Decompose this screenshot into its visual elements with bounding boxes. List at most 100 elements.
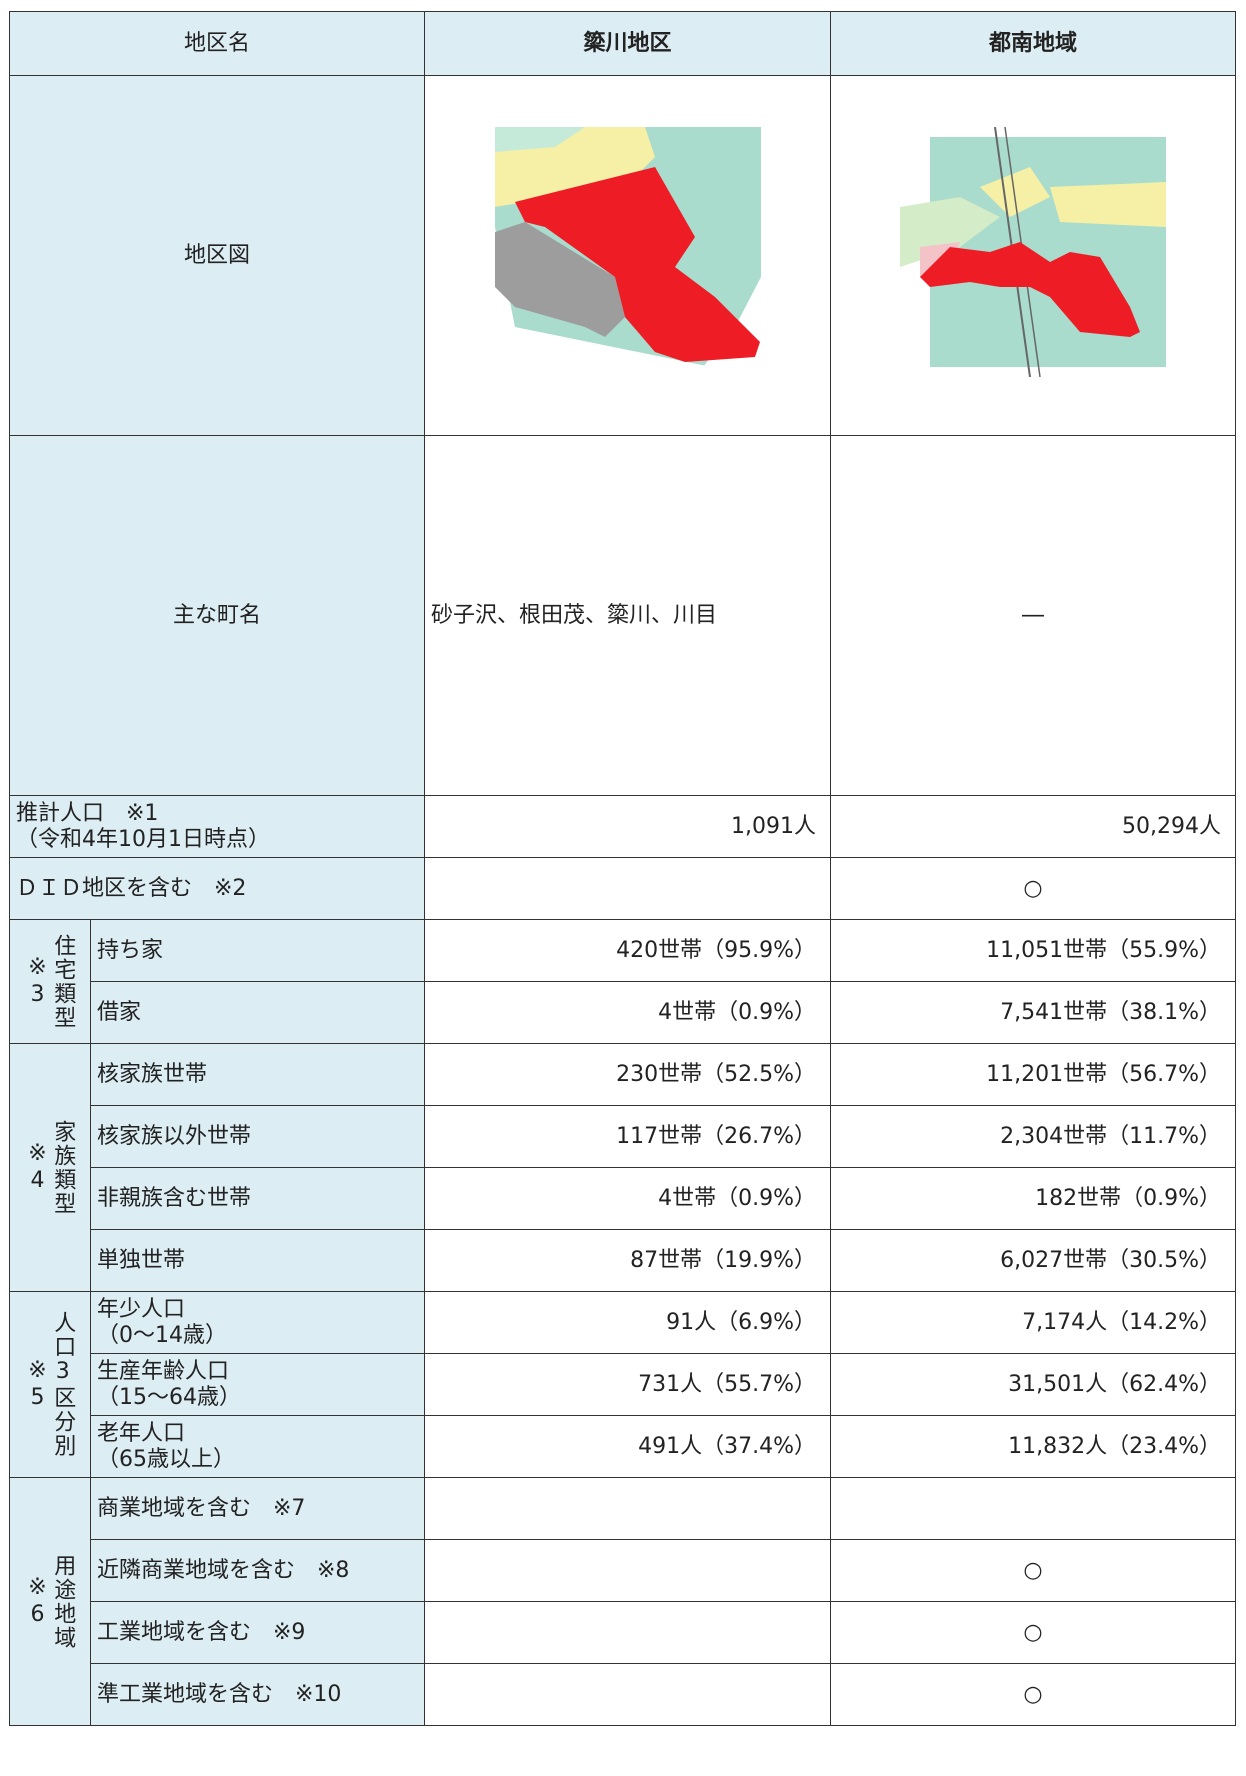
value-cell: 7,174人（14.2%） <box>830 1291 1237 1354</box>
value-cell: 6,027世帯（30.5%） <box>830 1229 1237 1292</box>
header-cell: 簗川地区 <box>424 11 832 76</box>
group-label: ※3住宅類型 <box>9 919 91 1044</box>
row-label: 商業地域を含む ※7 <box>89 1477 426 1540</box>
value-cell: 2,304世帯（11.7%） <box>830 1105 1237 1168</box>
data-row: 準工業地域を含む ※10 ○ <box>10 1663 1237 1726</box>
value-cell <box>830 1477 1237 1540</box>
group-label: ※4家族類型 <box>9 1043 91 1292</box>
row-label: 借家 <box>89 981 426 1044</box>
value-cell: 182世帯（0.9%） <box>830 1167 1237 1230</box>
value-cell: 420世帯（95.9%） <box>424 919 832 982</box>
group-name: 用途地域 <box>50 1553 76 1650</box>
map-cell <box>830 75 1237 436</box>
town-cell: ― <box>830 435 1237 796</box>
value-cell: ○ <box>830 1601 1237 1664</box>
data-row: 単独世帯 87世帯（19.9%） 6,027世帯（30.5%） <box>10 1229 1237 1292</box>
data-row: 非親族含む世帯 4世帯（0.9%） 182世帯（0.9%） <box>10 1167 1237 1230</box>
label-line: 核家族世帯 <box>97 1061 208 1087</box>
data-row: ＤＩＤ地区を含む ※2 ○ <box>8 857 1237 920</box>
label-line: 借家 <box>97 999 142 1025</box>
data-row: ※6用途地域 商業地域を含む ※7 <box>9 1477 1237 1726</box>
row-label: 地区図 <box>8 75 426 436</box>
group-label: ※5人口3区分別 <box>9 1291 91 1478</box>
value-cell <box>424 1539 832 1602</box>
value-cell: 50,294人 <box>830 795 1237 858</box>
label-line: 工業地域を含む ※9 <box>97 1619 306 1645</box>
value-cell: 11,201世帯（56.7%） <box>830 1043 1237 1106</box>
value-cell: ○ <box>830 1539 1237 1602</box>
value-cell: 87世帯（19.9%） <box>424 1229 832 1292</box>
row-label: 単独世帯 <box>89 1229 426 1292</box>
row-label: 非親族含む世帯 <box>89 1167 426 1230</box>
group-label: ※6用途地域 <box>9 1477 91 1726</box>
town-cell: 砂子沢、根田茂、簗川、川目 <box>424 435 832 796</box>
value-cell <box>424 1663 832 1726</box>
row-label: 核家族世帯 <box>89 1043 426 1106</box>
group-name: 住宅類型 <box>50 933 76 1030</box>
district-map <box>494 127 761 378</box>
district-map <box>900 127 1167 378</box>
label-line: 生産年齢人口 <box>97 1359 230 1385</box>
data-row: ※3住宅類型 持ち家 420世帯（95.9%） 11,051世帯（55.9%） <box>9 919 1237 1044</box>
label-line: （15～64歳） <box>97 1384 241 1410</box>
value-cell <box>424 857 832 920</box>
data-row: ※5人口3区分別 年少人口 （0～14歳） 91人（6.9%） 7,174人（14.2%… <box>9 1291 1237 1478</box>
group-note: ※6 <box>25 1574 50 1629</box>
label-line: 老年人口 <box>97 1421 186 1447</box>
data-row: 近隣商業地域を含む ※8 ○ <box>10 1539 1237 1602</box>
value-cell: 11,051世帯（55.9%） <box>830 919 1237 982</box>
value-cell: ○ <box>830 857 1237 920</box>
value-cell: 11,832人（23.4%） <box>830 1415 1237 1478</box>
data-row: 生産年齢人口 （15～64歳） 731人（55.7%） 31,501人（62.4%） <box>10 1353 1237 1416</box>
row-label: 近隣商業地域を含む ※8 <box>89 1539 426 1602</box>
label-line: 準工業地域を含む ※10 <box>97 1681 342 1707</box>
map-row: 地区図 <box>8 75 1237 436</box>
label-line: 核家族以外世帯 <box>97 1123 252 1149</box>
group-note: ※5 <box>25 1357 50 1412</box>
label-line: 推計人口 ※1 <box>16 801 159 827</box>
row-label: 生産年齢人口 （15～64歳） <box>89 1353 426 1416</box>
value-cell <box>424 1601 832 1664</box>
data-row: 老年人口 （65歳以上） 491人（37.4%） 11,832人（23.4%） <box>10 1415 1237 1478</box>
value-cell: 4世帯（0.9%） <box>424 981 832 1044</box>
row-label: 工業地域を含む ※9 <box>89 1601 426 1664</box>
value-cell: 731人（55.7%） <box>424 1353 832 1416</box>
row-label: 準工業地域を含む ※10 <box>89 1663 426 1726</box>
label-line: 年少人口 <box>97 1297 186 1323</box>
label-line: （0～14歳） <box>97 1322 227 1348</box>
town-row: 主な町名 砂子沢、根田茂、簗川、川目 ― <box>8 435 1237 796</box>
header-cell: 都南地域 <box>830 11 1237 76</box>
label-line: （令和4年10月1日時点） <box>16 826 270 852</box>
data-row: 推計人口 ※1 （令和4年10月1日時点） 1,091人 50,294人 <box>8 795 1237 858</box>
row-label: 年少人口 （0～14歳） <box>89 1291 426 1354</box>
value-cell <box>424 1477 832 1540</box>
row-label: 老年人口 （65歳以上） <box>89 1415 426 1478</box>
group-note: ※3 <box>25 954 50 1009</box>
label-line: （65歳以上） <box>97 1446 235 1472</box>
row-label: 推計人口 ※1 （令和4年10月1日時点） <box>8 795 426 858</box>
label-line: 持ち家 <box>97 937 164 963</box>
data-row: 核家族以外世帯 117世帯（26.7%） 2,304世帯（11.7%） <box>10 1105 1237 1168</box>
label-line: 単独世帯 <box>97 1247 186 1273</box>
label-line: 近隣商業地域を含む ※8 <box>97 1557 350 1583</box>
header-cell: 地区名 <box>8 11 426 76</box>
data-row: ※4家族類型 核家族世帯 230世帯（52.5%） 11,201世帯（56.7%） <box>9 1043 1237 1292</box>
data-row: 借家 4世帯（0.9%） 7,541世帯（38.1%） <box>10 981 1237 1044</box>
label-line: 商業地域を含む ※7 <box>97 1495 306 1521</box>
row-label: ＤＩＤ地区を含む ※2 <box>8 857 426 920</box>
value-cell: ○ <box>830 1663 1237 1726</box>
row-label: 持ち家 <box>89 919 426 982</box>
table-body: 地区名 簗川地区 都南地域 地区図 主な町名 砂子沢、根田茂、簗川、川目 ― 推… <box>8 11 1237 1726</box>
value-cell: 4世帯（0.9%） <box>424 1167 832 1230</box>
value-cell: 230世帯（52.5%） <box>424 1043 832 1106</box>
map-cell <box>424 75 832 436</box>
district-table: 地区名 簗川地区 都南地域 地区図 主な町名 砂子沢、根田茂、簗川、川目 ― 推… <box>8 11 1237 1726</box>
data-row: 工業地域を含む ※9 ○ <box>10 1601 1237 1664</box>
value-cell: 117世帯（26.7%） <box>424 1105 832 1168</box>
value-cell: 91人（6.9%） <box>424 1291 832 1354</box>
label-line: ＤＩＤ地区を含む ※2 <box>16 875 247 901</box>
group-note: ※4 <box>25 1140 50 1195</box>
header-row: 地区名 簗川地区 都南地域 <box>8 11 1237 76</box>
